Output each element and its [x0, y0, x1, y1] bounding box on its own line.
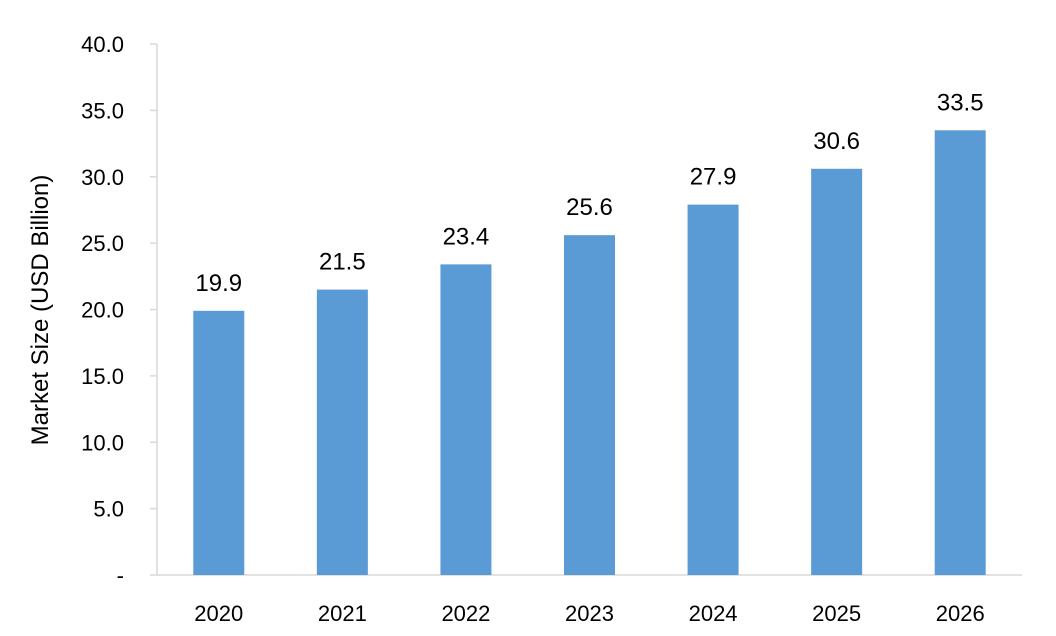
x-tick-label-2026: 2026: [936, 601, 985, 626]
data-label-2020: 19.9: [195, 270, 242, 297]
x-tick-label-2021: 2021: [318, 601, 367, 626]
bar-2021: [316, 289, 368, 575]
x-tick-label-2022: 2022: [441, 601, 490, 626]
y-tick-label: 20.0: [81, 298, 124, 323]
y-tick-label: 15.0: [81, 364, 124, 389]
data-label-2025: 30.6: [813, 128, 860, 155]
x-tick-label-2020: 2020: [194, 601, 243, 626]
data-labels: 19.9 21.5 23.4 25.6 27.9 30.6 33.5: [195, 89, 983, 297]
y-axis: - 5.0 10.0 15.0 20.0 25.0 30.0 35.0 40.0: [81, 32, 158, 588]
bar-2022: [440, 264, 492, 575]
y-tick-label: 30.0: [81, 165, 124, 190]
x-axis: 2020 2021 2022 2023 2024 2025 2026: [157, 574, 1022, 626]
y-tick-label: 40.0: [81, 32, 124, 57]
data-label-2026: 33.5: [937, 89, 984, 116]
bars: [193, 130, 986, 575]
bar-2023: [564, 235, 615, 575]
bar-2026: [934, 130, 986, 575]
data-label-2022: 23.4: [443, 223, 490, 250]
bar-2025: [811, 168, 863, 575]
y-tick-label: 25.0: [81, 231, 124, 256]
x-tick-label-2025: 2025: [812, 601, 861, 626]
y-tick-label: 35.0: [81, 98, 124, 123]
y-tick-label: -: [117, 563, 124, 588]
x-tick-label-2023: 2023: [565, 601, 614, 626]
y-axis-title: Market Size (USD Billion): [27, 175, 54, 446]
data-label-2021: 21.5: [319, 249, 366, 276]
x-tick-label-2024: 2024: [689, 601, 738, 626]
y-tick-label: 10.0: [81, 430, 124, 455]
data-label-2023: 25.6: [566, 194, 613, 221]
data-label-2024: 27.9: [690, 164, 737, 191]
bar-2024: [687, 204, 739, 575]
bar-2020: [193, 310, 245, 575]
y-tick-label: 5.0: [93, 497, 124, 522]
